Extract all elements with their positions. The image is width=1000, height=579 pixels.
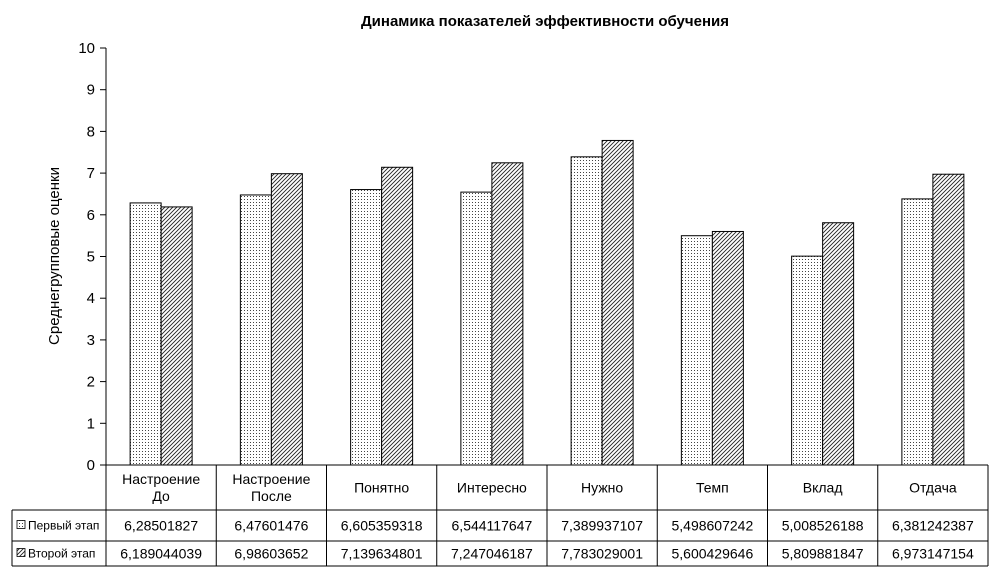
category-label: Отдача bbox=[909, 480, 957, 496]
data-value-label: 5,600429646 bbox=[671, 546, 753, 562]
bar bbox=[791, 255, 824, 466]
y-tick-label: 5 bbox=[87, 249, 95, 266]
y-tick-label: 4 bbox=[87, 290, 95, 307]
bar bbox=[460, 191, 493, 466]
bar bbox=[601, 139, 634, 466]
data-value-label: 7,139634801 bbox=[341, 546, 423, 562]
data-value-label: 5,809881847 bbox=[782, 546, 864, 562]
legend-swatch bbox=[16, 520, 26, 529]
data-value-label: 5,008526188 bbox=[782, 518, 864, 534]
y-tick-label: 2 bbox=[87, 374, 95, 391]
bar bbox=[129, 202, 162, 466]
bar bbox=[822, 222, 855, 466]
category-label: Вклад bbox=[803, 480, 843, 496]
y-tick-label: 3 bbox=[87, 332, 95, 349]
y-tick-label: 9 bbox=[87, 82, 95, 99]
bar bbox=[239, 194, 272, 466]
legend-label: Первый этап bbox=[28, 519, 99, 533]
category-label: Настроение bbox=[122, 471, 200, 487]
category-label: Интересно bbox=[457, 480, 527, 496]
y-tick-label: 0 bbox=[87, 457, 95, 474]
data-value-label: 6,544117647 bbox=[452, 518, 533, 534]
bar bbox=[932, 173, 965, 466]
data-value-label: 6,28501827 bbox=[124, 518, 198, 534]
bars bbox=[129, 139, 965, 466]
bar bbox=[160, 206, 193, 466]
bar bbox=[491, 162, 524, 466]
data-value-label: 6,47601476 bbox=[234, 518, 308, 534]
data-value-label: 6,973147154 bbox=[892, 546, 974, 562]
bar bbox=[350, 189, 383, 466]
data-value-label: 5,498607242 bbox=[671, 518, 753, 534]
y-tick-label: 6 bbox=[87, 207, 95, 224]
category-label: До bbox=[152, 488, 170, 504]
bar bbox=[270, 173, 303, 466]
y-axis-label: Среднегрупповые оценки bbox=[46, 167, 63, 345]
y-tick-label: 7 bbox=[87, 165, 95, 182]
data-value-label: 6,189044039 bbox=[120, 546, 202, 562]
category-label: Понятно bbox=[354, 480, 409, 496]
legend-swatch bbox=[16, 548, 26, 557]
axes: 0 1 2 3 4 5 6 7 8 9 10 bbox=[78, 40, 107, 474]
y-tick-label: 8 bbox=[87, 123, 95, 140]
data-value-label: 7,783029001 bbox=[561, 546, 643, 562]
data-value-label: 7,389937107 bbox=[561, 518, 643, 534]
data-value-label: 6,381242387 bbox=[892, 518, 974, 534]
category-label: Темп bbox=[696, 480, 729, 496]
category-label: Настроение bbox=[232, 471, 310, 487]
legend-label: Второй этап bbox=[28, 547, 95, 561]
bar bbox=[570, 156, 603, 466]
y-tick-label: 10 bbox=[78, 40, 95, 57]
data-value-label: 6,98603652 bbox=[234, 546, 308, 562]
bar bbox=[680, 235, 713, 466]
y-tick-label: 1 bbox=[87, 415, 95, 432]
data-value-label: 7,247046187 bbox=[451, 546, 533, 562]
category-label: После bbox=[251, 488, 292, 504]
bar bbox=[381, 166, 414, 466]
category-label: Нужно bbox=[581, 480, 623, 496]
bar bbox=[901, 198, 934, 466]
bar bbox=[711, 230, 744, 466]
data-value-label: 6,605359318 bbox=[341, 518, 423, 534]
chart-title: Динамика показателей эффективности обуче… bbox=[361, 13, 729, 30]
